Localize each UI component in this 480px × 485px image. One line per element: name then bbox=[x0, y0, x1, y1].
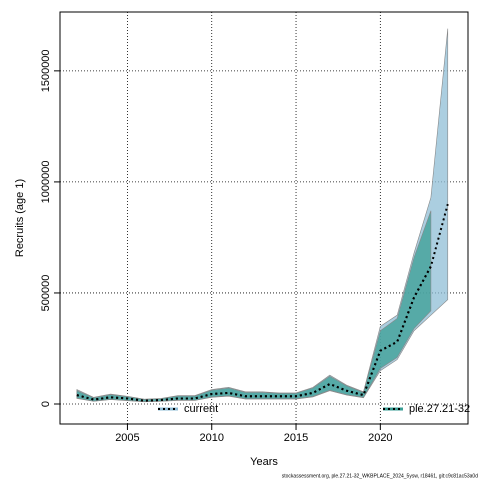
plot-frame bbox=[59, 11, 469, 425]
confidence-band bbox=[76, 210, 432, 402]
x-tick-label: 2010 bbox=[199, 432, 223, 444]
series-line bbox=[76, 203, 449, 402]
y-tick-label: 0 bbox=[40, 401, 52, 407]
series-line bbox=[76, 265, 432, 402]
x-tick-label: 2005 bbox=[115, 432, 139, 444]
x-tick-label: 2020 bbox=[368, 432, 392, 444]
y-tick-label: 1000000 bbox=[40, 160, 52, 203]
x-axis-label: Years bbox=[250, 456, 278, 468]
y-axis-label: Recruits (age 1) bbox=[14, 179, 26, 257]
y-tick-label: 500000 bbox=[40, 275, 52, 312]
x-tick-label: 2015 bbox=[284, 432, 308, 444]
footer: stockassessment.org, ple.27.21-32_WKBPLA… bbox=[282, 473, 478, 479]
y-tick-label: 1500000 bbox=[40, 49, 52, 92]
legend-label: current bbox=[184, 403, 218, 415]
legend-label: ple.27.21-32 bbox=[409, 403, 470, 415]
